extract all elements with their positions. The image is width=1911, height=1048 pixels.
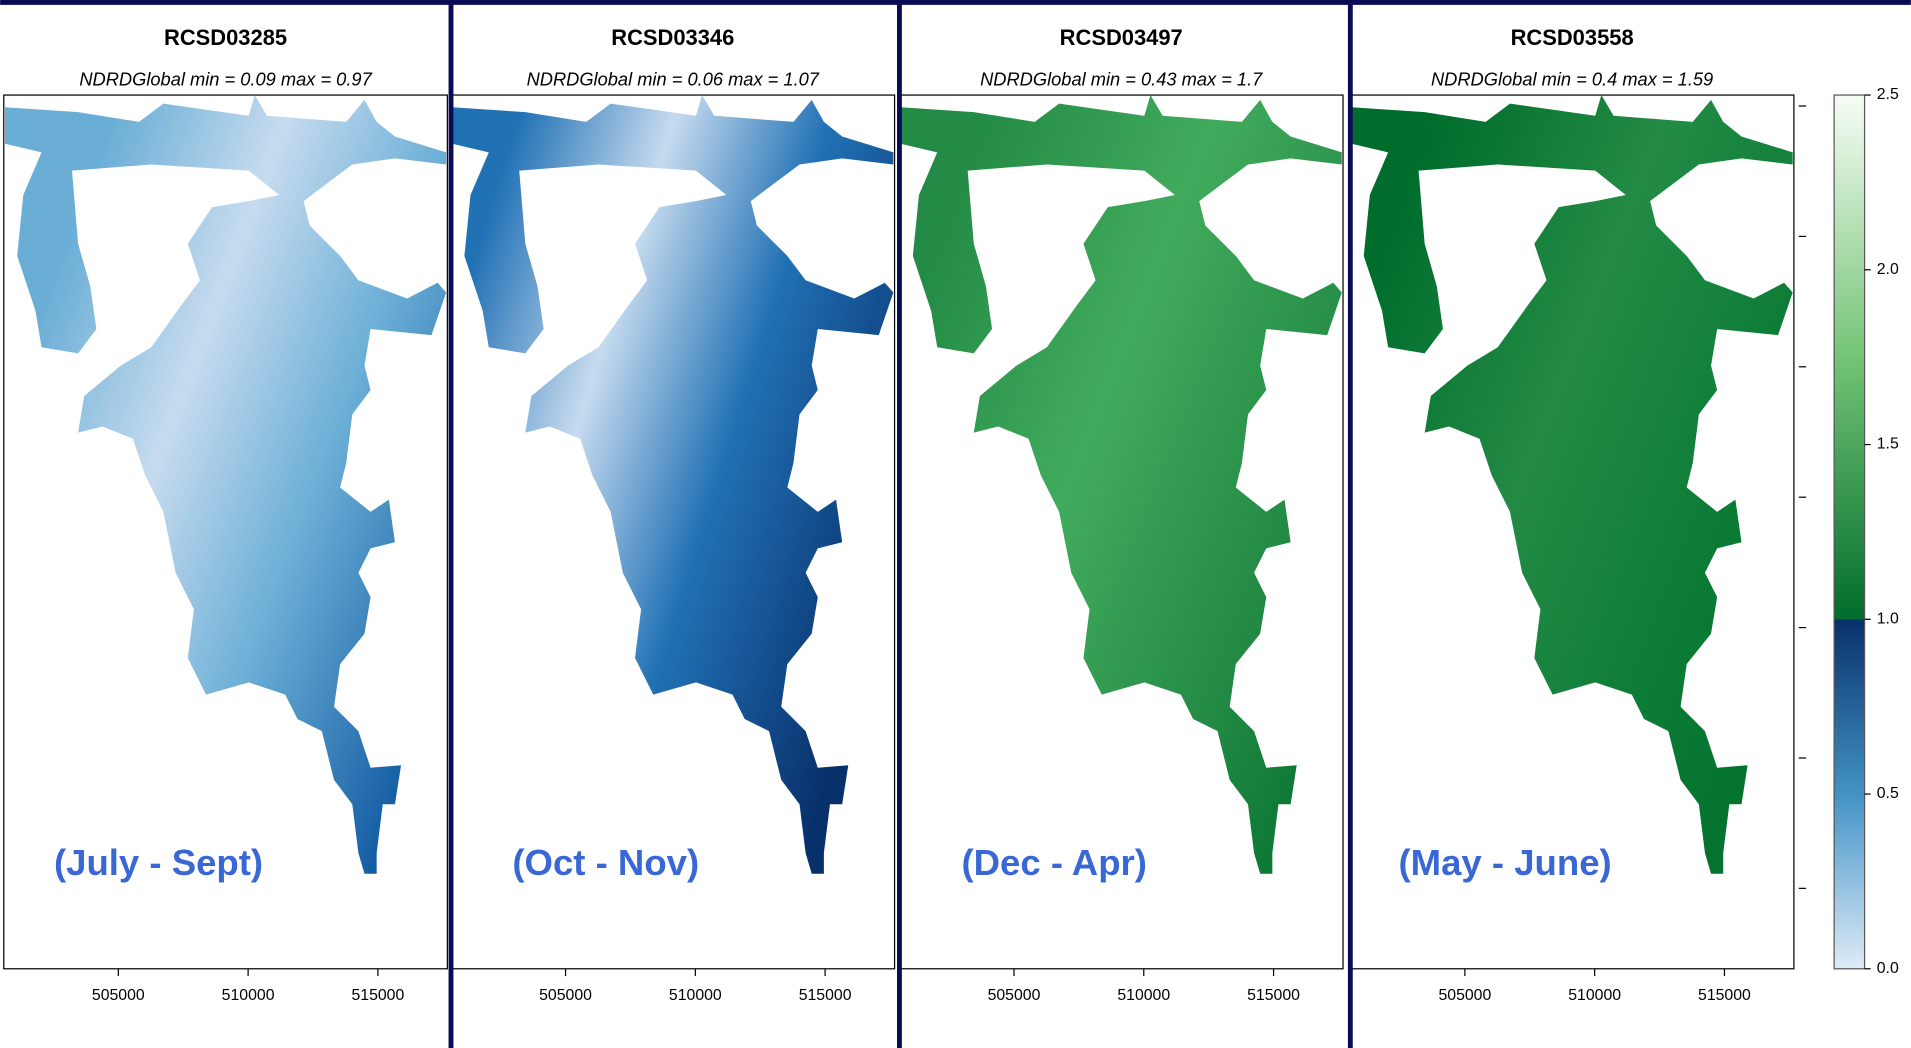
x-tick-label: 510000 <box>1568 987 1621 1004</box>
panel-divider <box>449 0 454 1048</box>
x-tick-label: 515000 <box>351 987 404 1004</box>
x-tick-label: 515000 <box>1698 987 1751 1004</box>
x-tick-label: 505000 <box>988 987 1041 1004</box>
season-label: (Dec - Apr) <box>961 842 1146 883</box>
panel-title: RCSD03497 <box>1060 25 1183 50</box>
panel-title: RCSD03285 <box>164 25 287 50</box>
x-tick-label: 505000 <box>92 987 145 1004</box>
x-tick-label: 515000 <box>1247 987 1300 1004</box>
panel-title: RCSD03558 <box>1511 25 1634 50</box>
season-label: (Oct - Nov) <box>512 842 699 883</box>
figure: RCSD03285 NDRDGlobal min = 0.09 max = 0.9… <box>0 0 1911 1048</box>
x-tick-label: 510000 <box>1117 987 1170 1004</box>
x-tick-label: 515000 <box>799 987 852 1004</box>
panel-subtitle: NDRDGlobal min = 0.4 max = 1.59 <box>1431 68 1713 89</box>
panel-divider <box>1348 0 1353 1048</box>
x-tick-label: 510000 <box>669 987 722 1004</box>
season-label: (July - Sept) <box>54 842 263 883</box>
panel-subtitle: NDRDGlobal min = 0.43 max = 1.7 <box>980 68 1263 89</box>
x-tick-label: 505000 <box>1438 987 1491 1004</box>
panel-subtitle: NDRDGlobal min = 0.09 max = 0.97 <box>79 68 372 89</box>
colorbar-tick-label: 2.0 <box>1877 261 1899 278</box>
colorbar-tick-label: 1.5 <box>1877 436 1899 453</box>
colorbar <box>1834 95 1864 969</box>
x-tick-label: 505000 <box>539 987 592 1004</box>
colorbar-tick-label: 1.0 <box>1877 610 1899 627</box>
panel-subtitle: NDRDGlobal min = 0.06 max = 1.07 <box>527 68 820 89</box>
panel-divider <box>897 0 902 1048</box>
panel-title: RCSD03346 <box>611 25 734 50</box>
colorbar-tick-label: 0.5 <box>1877 785 1899 802</box>
colorbar-tick-label: 2.5 <box>1877 86 1899 103</box>
page: {"panels": [ {"title": "RCSD03285", "sub… <box>0 0 1911 1048</box>
colorbar-tick-label: 0.0 <box>1877 960 1899 977</box>
x-tick-label: 510000 <box>222 987 275 1004</box>
season-label: (May - June) <box>1398 842 1611 883</box>
